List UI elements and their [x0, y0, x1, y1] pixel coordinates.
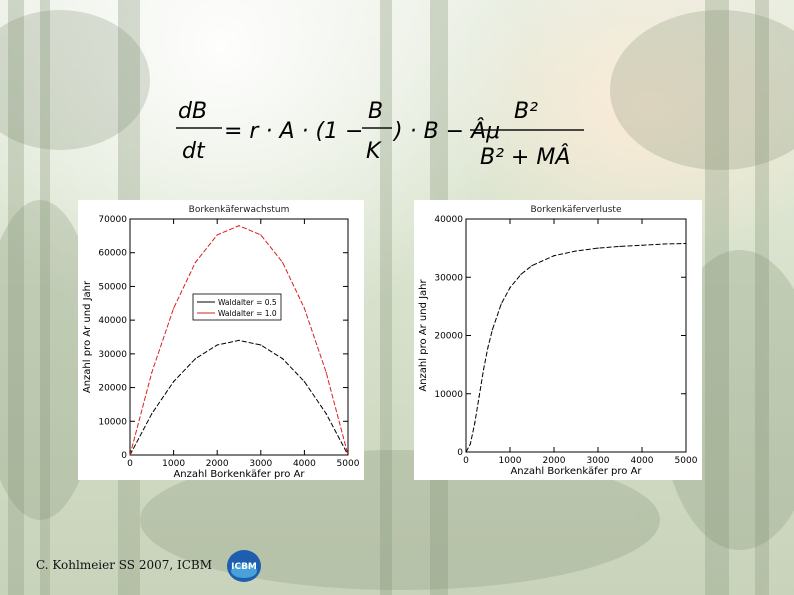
y-axis-label: Anzahl pro Ar und Jahr	[82, 280, 93, 393]
x-tick-label: 0	[127, 459, 133, 469]
footer-credit: C. Kohlmeier SS 2007, ICBM	[36, 558, 213, 572]
losses-chart: Borkenkäferverluste 0 1000 2000 3000 4000 5000…	[418, 205, 698, 477]
y-tick-label: 40000	[434, 215, 463, 225]
formula-rhs-part1: = r · A · (1 −	[224, 119, 364, 144]
chart-panel-growth: Borkenkäferwachstum 0 1000 2000 3000 4000 5000…	[78, 200, 364, 480]
data-point	[260, 344, 262, 346]
data-point	[129, 454, 131, 456]
data-point	[509, 287, 511, 289]
formula: dB dt = r · A · (1 − B K ) · B − Âμ B² B…	[176, 99, 584, 170]
data-point	[641, 244, 643, 246]
chart-panel-losses: Borkenkäferverluste 0 1000 2000 3000 4000 5000…	[414, 200, 702, 480]
y-tick-label: 20000	[98, 384, 127, 394]
chart-title: Borkenkäferverluste	[530, 205, 621, 215]
formula-lhs-denominator: dt	[182, 139, 206, 164]
data-point	[238, 339, 240, 341]
formula-rhs-part2: ) · B − Âμ	[392, 118, 500, 144]
data-point	[282, 261, 284, 264]
y-tick-label: 20000	[434, 332, 463, 342]
y-tick-label: 30000	[434, 273, 463, 283]
x-tick-label: 3000	[249, 459, 272, 469]
formula-frac-numerator: B	[368, 99, 383, 124]
data-point	[194, 261, 196, 264]
data-point	[303, 307, 305, 309]
data-point	[487, 346, 489, 348]
x-tick-label: 5000	[675, 456, 698, 466]
formula-frac-denominator: K	[366, 139, 382, 164]
data-point	[260, 234, 262, 236]
data-point	[469, 443, 471, 445]
data-point	[685, 242, 687, 245]
data-point	[173, 307, 175, 309]
y-tick-label: 0	[457, 448, 463, 458]
data-point	[151, 371, 153, 374]
data-point	[216, 234, 218, 236]
data-point	[500, 303, 502, 305]
legend-box	[192, 293, 282, 321]
growth-chart: Borkenkäferwachstum 0 1000 2000 3000 4000 5000…	[82, 205, 360, 480]
data-point	[173, 381, 175, 383]
data-point	[238, 225, 240, 227]
data-point	[465, 451, 467, 453]
y-tick-label: 10000	[434, 390, 463, 400]
y-tick-label: 70000	[98, 215, 127, 225]
x-tick-label: 2000	[543, 456, 566, 466]
legend-label: Waldalter = 1.0	[218, 309, 277, 318]
data-point	[194, 358, 196, 360]
plot-frame	[465, 218, 687, 453]
x-tick-label: 5000	[337, 459, 360, 469]
x-tick-label: 3000	[587, 456, 610, 466]
x-tick-label: 1000	[162, 459, 185, 469]
x-tick-label: 1000	[499, 456, 522, 466]
data-point	[151, 413, 153, 415]
data-point	[520, 273, 522, 275]
legend-label: Waldalter = 0.5	[218, 298, 277, 307]
data-point	[553, 255, 555, 257]
x-tick-label: 2000	[206, 459, 229, 469]
formula-frac2-numerator: B²	[514, 99, 538, 124]
data-point	[325, 413, 327, 415]
data-point	[619, 245, 621, 247]
logo-text: ICBM	[231, 562, 257, 572]
data-point	[325, 371, 327, 374]
data-point	[491, 329, 493, 331]
x-axis-label: Anzahl Borkenkäfer pro Ar	[510, 466, 642, 477]
data-point	[531, 265, 533, 267]
y-axis-label: Anzahl pro Ar und Jahr	[418, 278, 429, 391]
data-point	[575, 250, 577, 252]
y-tick-label: 40000	[98, 316, 127, 326]
data-point	[478, 395, 480, 397]
data-point	[216, 344, 218, 346]
data-point	[474, 422, 476, 424]
x-axis-label: Anzahl Borkenkäfer pro Ar	[173, 469, 305, 480]
icbm-logo: ICBM	[227, 550, 261, 582]
data-point	[282, 358, 284, 360]
series-line-0	[465, 243, 687, 453]
plot-frame	[129, 218, 349, 456]
series-line-0	[129, 339, 349, 456]
y-tick-label: 30000	[98, 350, 127, 360]
data-point	[347, 454, 349, 456]
x-tick-label: 4000	[293, 459, 316, 469]
x-tick-label: 0	[463, 456, 469, 466]
data-point	[483, 368, 485, 370]
chart-title: Borkenkäferwachstum	[189, 205, 290, 215]
y-tick-label: 10000	[98, 417, 127, 427]
y-tick-label: 50000	[98, 282, 127, 292]
y-tick-label: 60000	[98, 249, 127, 259]
formula-lhs-numerator: dB	[178, 99, 207, 124]
data-point	[303, 381, 305, 383]
y-tick-label: 0	[121, 451, 127, 461]
data-point	[663, 243, 665, 245]
formula-frac2-denominator: B² + MÂ	[480, 144, 570, 170]
data-point	[597, 247, 599, 249]
x-tick-label: 4000	[631, 456, 654, 466]
